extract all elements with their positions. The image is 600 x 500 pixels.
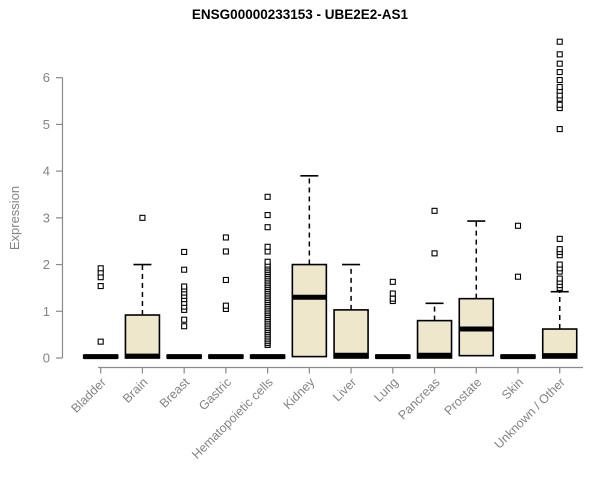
- box-breast: [166, 248, 202, 360]
- outlier-point: [514, 222, 522, 229]
- x-tick-label-prostate: Prostate: [442, 375, 485, 418]
- outlier-point: [181, 248, 188, 255]
- box-gastric: [208, 234, 244, 360]
- y-tick-label: 6: [43, 70, 50, 85]
- x-tick-label-gastric: Gastric: [196, 375, 234, 413]
- outlier-point: [556, 83, 563, 91]
- box-prostate: [458, 220, 495, 357]
- y-tick-label: 5: [43, 117, 50, 132]
- outlier-point: [181, 283, 188, 290]
- box-brain: [124, 214, 161, 359]
- outlier-point: [556, 76, 563, 84]
- outlier-point: [222, 234, 229, 241]
- outlier-point: [556, 101, 563, 108]
- iqr-box: [291, 263, 328, 358]
- x-tick-label-breast: Breast: [157, 375, 193, 411]
- y-tick-label: 1: [43, 304, 50, 319]
- outlier-point: [139, 214, 146, 221]
- outlier-point: [556, 261, 563, 268]
- outlier-point: [264, 211, 271, 219]
- outlier-point: [556, 246, 563, 253]
- box-pancreas: [416, 207, 453, 359]
- outlier-point: [389, 278, 396, 285]
- outlier-point: [222, 248, 229, 255]
- y-axis-label: Expression: [7, 186, 22, 250]
- x-tick-label-hematopoietic-cells: Hematopoietic cells: [189, 375, 276, 462]
- outlier-point: [431, 250, 438, 257]
- y-axis: 0 1 2 3 4 5 6: [43, 70, 64, 366]
- outlier-point: [556, 275, 563, 282]
- outlier-point: [556, 51, 563, 58]
- box-bladder: [82, 265, 119, 360]
- iqr-box: [333, 309, 369, 359]
- x-tick-label-brain: Brain: [120, 375, 151, 406]
- iqr-box: [124, 314, 161, 359]
- y-tick-label: 3: [43, 210, 50, 225]
- x-tick-label-liver: Liver: [330, 375, 359, 404]
- outlier-point: [556, 60, 563, 67]
- outlier-point: [97, 338, 104, 345]
- outlier-point: [222, 276, 229, 284]
- outlier-point: [181, 323, 188, 330]
- chart-title: ENSG00000233153 - UBE2E2-AS1: [192, 7, 409, 22]
- outlier-point: [97, 283, 104, 290]
- outlier-point: [264, 258, 271, 265]
- box-hematopoietic-cells: [249, 193, 286, 360]
- outlier-point: [181, 316, 188, 323]
- outlier-point: [514, 273, 522, 280]
- y-tick-label: 2: [43, 257, 50, 272]
- outlier-point: [222, 302, 229, 309]
- x-tick-label-bladder: Bladder: [68, 375, 108, 415]
- outlier-point: [556, 38, 563, 45]
- box-lung: [375, 278, 411, 360]
- outlier-point: [181, 266, 188, 273]
- x-tick-label-unknown-other: Unknown / Other: [492, 375, 568, 451]
- box-kidney: [291, 174, 328, 358]
- box-unknown-other: [541, 38, 578, 359]
- y-tick-label: 4: [43, 164, 50, 179]
- outlier-point: [431, 207, 438, 214]
- y-tick-label: 0: [43, 351, 50, 366]
- x-tick-label-skin: Skin: [499, 375, 526, 402]
- plot-area: 0 1 2 3 4 5 6 Bladder Brain Breast GastricHematopo…: [43, 38, 583, 462]
- outlier-point: [556, 126, 563, 133]
- x-tick-label-lung: Lung: [371, 375, 401, 405]
- iqr-box: [416, 319, 453, 359]
- box-liver: [333, 263, 369, 359]
- outlier-point: [264, 193, 271, 200]
- outlier-point: [389, 290, 396, 297]
- x-tick-label-pancreas: Pancreas: [395, 375, 442, 422]
- box-skin: [500, 222, 536, 360]
- outlier-point: [264, 243, 271, 250]
- outlier-point: [264, 224, 271, 231]
- x-tick-label-kidney: Kidney: [281, 375, 318, 412]
- outlier-point: [556, 69, 563, 76]
- outlier-point: [97, 265, 104, 272]
- outlier-point: [389, 295, 396, 302]
- outlier-point: [556, 235, 563, 242]
